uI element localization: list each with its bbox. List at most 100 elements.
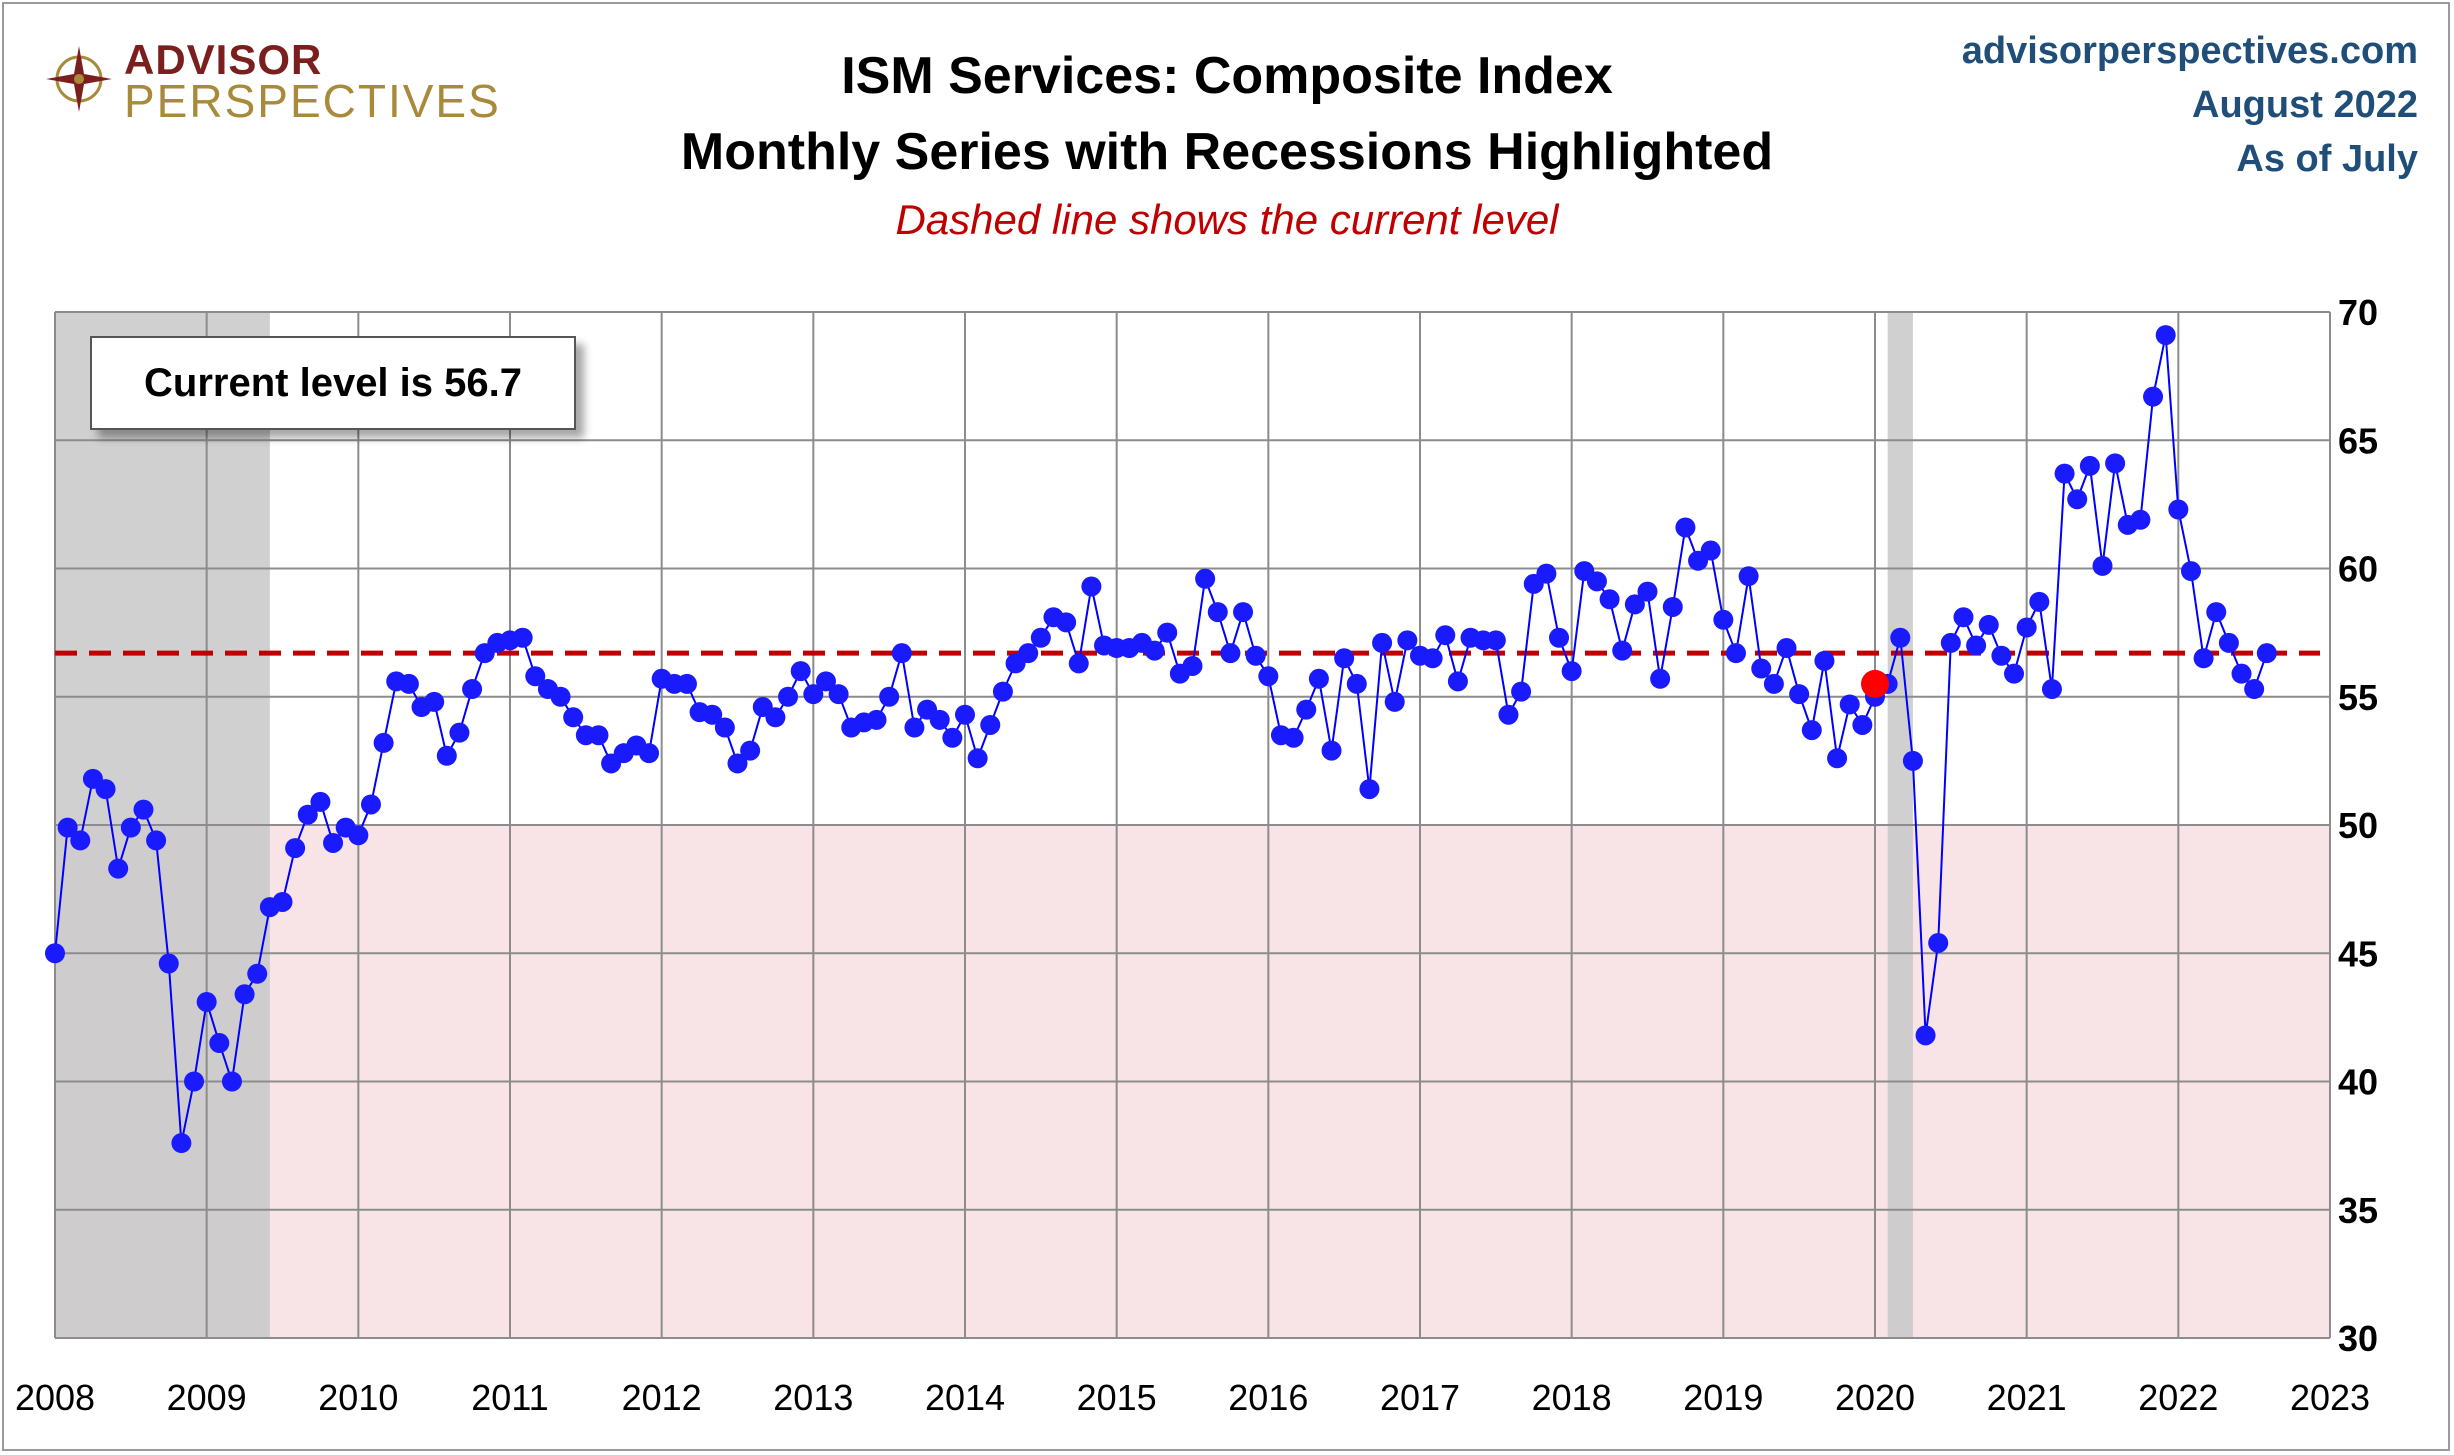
data-point — [221, 1071, 242, 1092]
data-point — [639, 743, 660, 764]
y-tick-label: 40 — [2338, 1062, 2378, 1103]
data-point — [2143, 386, 2164, 407]
data-point — [436, 745, 457, 766]
data-point — [1334, 648, 1355, 669]
data-point — [2180, 561, 2201, 582]
logo-wordmark-bottom: PERSPECTIVES — [124, 75, 501, 127]
data-point — [1713, 609, 1734, 630]
data-point — [929, 709, 950, 730]
data-point — [1372, 632, 1393, 653]
data-point — [2206, 602, 2227, 623]
data-point — [1511, 681, 1532, 702]
chart-title-line2: Monthly Series with Recessions Highlight… — [680, 123, 1774, 181]
data-point — [1308, 668, 1329, 689]
data-point — [1586, 571, 1607, 592]
data-point — [740, 740, 761, 761]
data-point — [1662, 596, 1683, 617]
x-tick-label: 2020 — [1835, 1377, 1915, 1418]
y-tick-label: 50 — [2338, 805, 2378, 846]
data-point — [247, 963, 268, 984]
data-point — [676, 673, 697, 694]
chart-title: ISM Services: Composite Index — [841, 47, 1613, 105]
data-point — [1650, 668, 1671, 689]
data-point — [398, 673, 419, 694]
data-point — [1359, 779, 1380, 800]
data-point — [184, 1071, 205, 1092]
data-point — [1915, 1025, 1936, 1046]
data-point — [815, 671, 836, 692]
data-point — [95, 779, 116, 800]
data-point — [967, 748, 988, 769]
data-point — [323, 832, 344, 853]
data-point — [1940, 632, 1961, 653]
data-point — [2130, 509, 2151, 530]
data-point — [1675, 517, 1696, 538]
data-point — [1018, 643, 1039, 664]
data-point — [1738, 566, 1759, 587]
series-isms-composite — [45, 325, 2277, 1154]
data-point — [2029, 591, 2050, 612]
y-tick-label: 60 — [2338, 549, 2378, 590]
x-tick-label: 2008 — [15, 1377, 95, 1418]
data-point — [373, 732, 394, 753]
highlighted-data-point — [1861, 669, 1889, 698]
data-point — [2054, 463, 2075, 484]
x-axis-ticks: 2008 2009 2010 2011 2012 2013 2014 2015 2016 2017… — [15, 1377, 2370, 1418]
data-point — [714, 717, 735, 738]
x-tick-label: 2021 — [1987, 1377, 2067, 1418]
y-tick-label: 70 — [2338, 292, 2378, 333]
data-point — [1725, 643, 1746, 664]
data-point — [563, 707, 584, 728]
data-point — [1751, 658, 1772, 679]
data-point — [1081, 576, 1102, 597]
data-point — [727, 753, 748, 774]
data-point — [133, 799, 154, 820]
data-point — [1245, 645, 1266, 666]
data-point — [158, 953, 179, 974]
x-tick-label: 2014 — [925, 1377, 1005, 1418]
data-point — [1296, 699, 1317, 720]
data-point — [120, 817, 141, 838]
data-point — [2041, 679, 2062, 700]
data-point — [1220, 643, 1241, 664]
data-point — [891, 643, 912, 664]
data-point — [2256, 643, 2277, 664]
data-point — [1789, 684, 1810, 705]
data-point — [1536, 563, 1557, 584]
data-point — [1549, 627, 1570, 648]
data-point — [1447, 671, 1468, 692]
highlight-layer — [1861, 669, 1889, 698]
data-point — [1612, 640, 1633, 661]
data-point — [765, 707, 786, 728]
data-point — [1207, 602, 1228, 623]
data-point — [2218, 632, 2239, 653]
data-point — [1397, 630, 1418, 651]
data-point — [1928, 932, 1949, 953]
data-point — [1485, 630, 1506, 651]
data-point — [171, 1133, 192, 1154]
data-point — [1814, 650, 1835, 671]
data-point — [1852, 714, 1873, 735]
data-point — [360, 794, 381, 815]
data-point — [2231, 663, 2252, 684]
logo-wordmark-top: ADVISOR — [124, 36, 323, 83]
data-point — [942, 727, 963, 748]
data-point — [1763, 673, 1784, 694]
current-level-callout: Current level is 56.7 — [90, 336, 576, 430]
data-point — [1637, 581, 1658, 602]
data-point — [57, 817, 78, 838]
data-point — [1030, 627, 1051, 648]
data-point — [2193, 648, 2214, 669]
data-point — [1953, 607, 1974, 628]
data-point — [904, 717, 925, 738]
x-tick-label: 2009 — [167, 1377, 247, 1418]
data-point — [449, 722, 470, 743]
data-point — [1498, 704, 1519, 725]
y-tick-label: 35 — [2338, 1190, 2378, 1231]
x-tick-label: 2023 — [2290, 1377, 2370, 1418]
data-point — [45, 943, 65, 964]
data-point — [1839, 694, 1860, 715]
x-tick-label: 2015 — [1077, 1377, 1157, 1418]
data-point — [778, 686, 799, 707]
